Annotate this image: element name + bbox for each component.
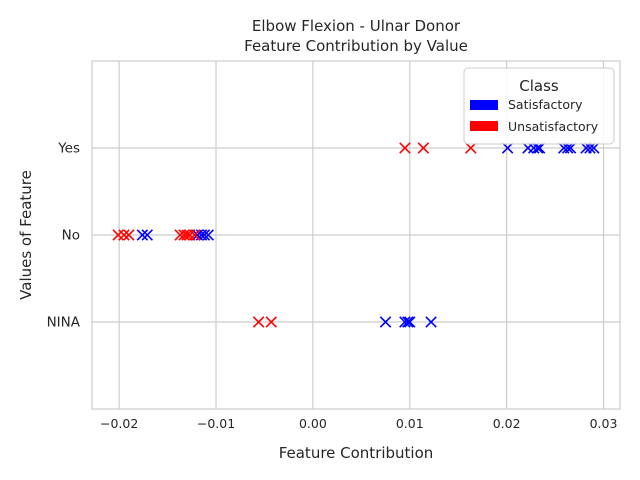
data-point-unsatisfactory (184, 229, 196, 241)
legend-box (463, 67, 615, 145)
chart-title: Elbow Flexion - Ulnar Donor (252, 17, 461, 35)
legend-label-satisfactory: Satisfactory (508, 97, 583, 112)
legend-label-unsatisfactory: Unsatisfactory (508, 119, 599, 134)
data-point-satisfactory (531, 142, 544, 154)
data-points (112, 142, 600, 328)
data-point-unsatisfactory (465, 142, 477, 154)
data-point-satisfactory (501, 142, 514, 154)
y-tick-labels: NINA No Yes (47, 141, 81, 331)
data-point-unsatisfactory (399, 142, 411, 154)
data-point-unsatisfactory (252, 316, 265, 328)
x-axis-label: Feature Contribution (279, 444, 434, 462)
x-tick-label: −0.01 (197, 416, 235, 431)
data-point-satisfactory (136, 229, 149, 241)
data-point-satisfactory (198, 229, 211, 241)
plot-area-frame (91, 60, 621, 410)
legend-swatch-unsatisfactory (470, 121, 498, 131)
data-point-satisfactory (399, 316, 411, 328)
data-point-satisfactory (564, 142, 577, 154)
data-point-satisfactory (425, 316, 437, 328)
data-point-satisfactory (533, 142, 546, 154)
data-point-satisfactory (588, 142, 600, 154)
data-point-satisfactory (141, 229, 153, 241)
x-tick-label: 0.02 (493, 416, 521, 431)
data-point-satisfactory (404, 316, 416, 328)
data-point-satisfactory (379, 316, 392, 328)
x-tick-label: 0.01 (396, 416, 424, 431)
legend-swatch-satisfactory (470, 100, 498, 110)
legend-title: Class (519, 77, 559, 95)
data-point-unsatisfactory (118, 229, 130, 241)
data-point-satisfactory (402, 316, 414, 328)
y-tick-label: Yes (57, 141, 80, 157)
x-tick-label: 0.00 (299, 416, 327, 431)
x-tick-label: 0.03 (590, 416, 618, 431)
y-tick-label: NINA (47, 315, 81, 331)
y-tick-label: No (62, 228, 80, 244)
data-point-satisfactory (584, 142, 596, 154)
data-point-satisfactory (202, 229, 215, 241)
data-point-unsatisfactory (188, 229, 201, 241)
y-axis-label: Values of Feature (17, 170, 35, 300)
legend: Class Satisfactory Unsatisfactory (463, 67, 615, 145)
data-point-unsatisfactory (265, 316, 277, 328)
data-point-unsatisfactory (417, 142, 430, 154)
x-tick-label: −0.02 (100, 416, 138, 431)
data-point-satisfactory (561, 142, 574, 154)
chart-subtitle: Feature Contribution by Value (244, 37, 468, 55)
data-point-unsatisfactory (123, 229, 135, 241)
x-tick-labels: −0.02 −0.01 0.00 0.01 0.02 0.03 (100, 416, 617, 431)
